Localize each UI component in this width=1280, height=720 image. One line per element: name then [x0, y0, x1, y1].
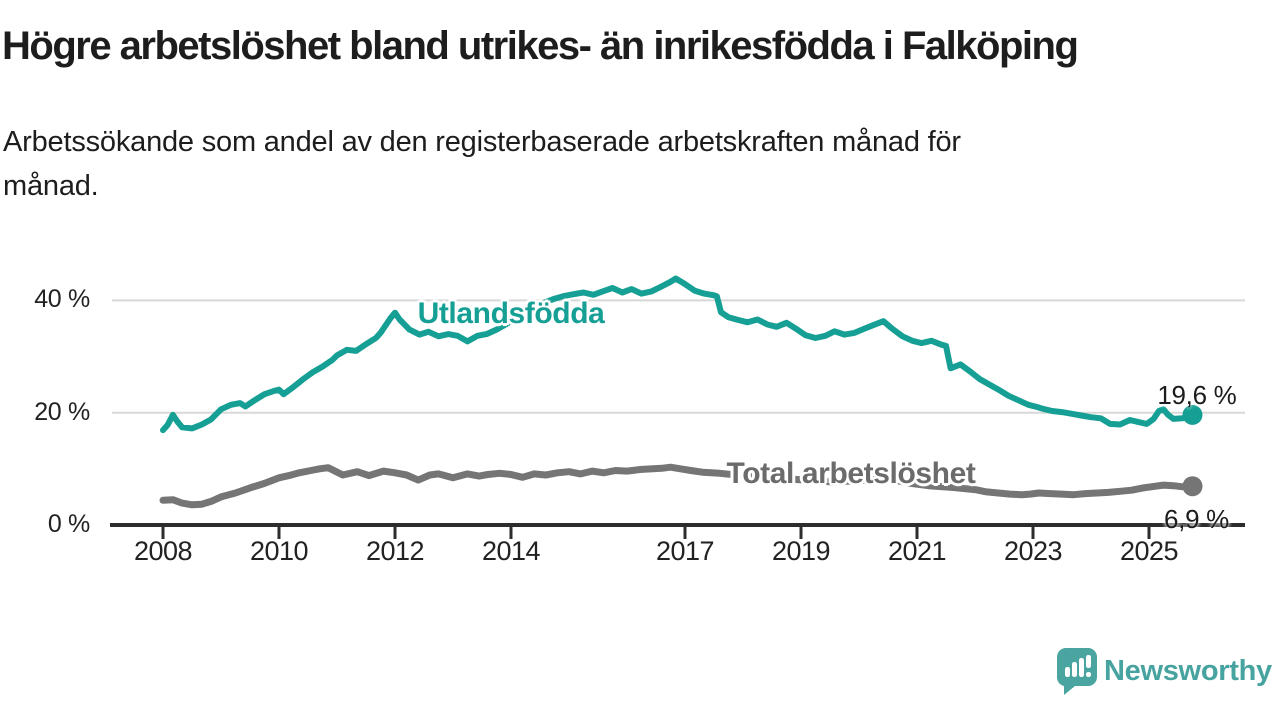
x-axis-tick-label: 2017: [655, 536, 715, 566]
series-label-total-arbetsl-shet: Total arbetslöshet: [726, 457, 976, 490]
series-line-total-arbetsl-shet: [159, 463, 1196, 509]
x-axis-tick-label: 2010: [249, 536, 309, 566]
x-axis-tick-label: 2008: [133, 536, 193, 566]
brand-wordmark: Newsworthy: [1104, 655, 1272, 687]
subtitle-line-1: Arbetssökande som andel av den registerb…: [3, 126, 961, 158]
x-axis-tick-label: 2023: [1003, 536, 1063, 566]
x-axis-tick-label: 2014: [481, 536, 541, 566]
series-label-utlandsf-dda: Utlandsfödda: [417, 297, 605, 330]
series-end-dot: [1182, 476, 1203, 497]
x-axis-tick-label: 2021: [887, 536, 947, 566]
series-end-value-label: 6,9 %: [1164, 504, 1229, 535]
y-axis-tick-label: 0 %: [47, 510, 90, 538]
bar-chart-speech-bubble-icon: [1057, 648, 1097, 695]
y-axis-tick-label: 20 %: [34, 397, 90, 426]
series-end-value-label: 19,6 %: [1157, 379, 1237, 410]
x-axis-tick-label: 2019: [771, 536, 831, 566]
y-axis-tick-label: 40 %: [34, 285, 90, 314]
x-axis-tick-label: 2012: [365, 536, 425, 566]
series-line-utlandsf-dda: [160, 275, 1196, 434]
x-axis-tick-label: 2025: [1119, 536, 1179, 566]
subtitle-line-2: månad.: [3, 170, 99, 202]
page-subtitle: Arbetssökande som andel av den registerb…: [3, 120, 1203, 208]
series-end-dot: [1182, 404, 1203, 425]
page-title: Högre arbetslöshet bland utrikes- än inr…: [2, 24, 1079, 68]
